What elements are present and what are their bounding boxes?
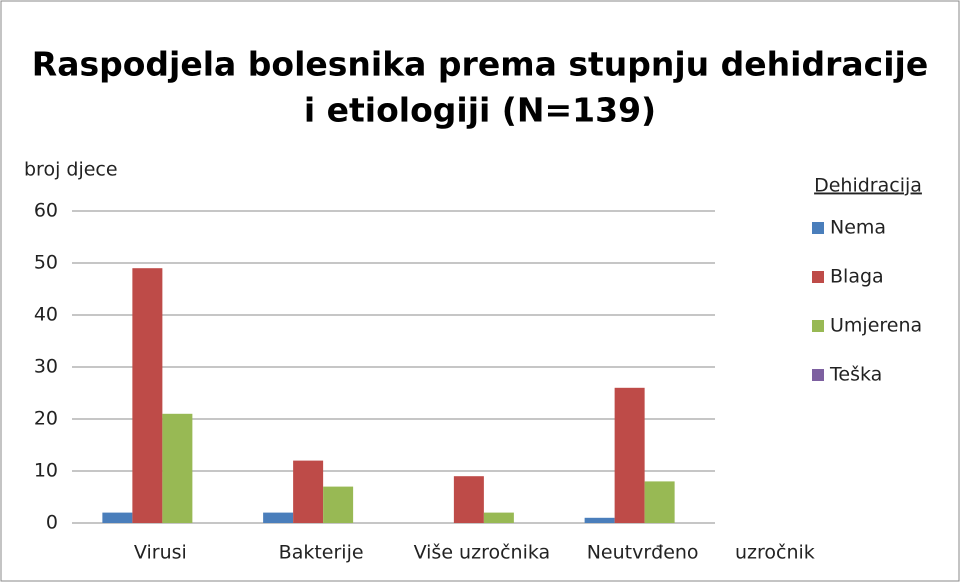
bar (102, 512, 133, 523)
y-tick-label: 10 (34, 460, 58, 482)
y-tick-label: 40 (34, 304, 58, 326)
x-tick-label: Bakterije (279, 542, 364, 564)
bar (132, 268, 163, 523)
legend-swatch (812, 369, 824, 381)
bar (323, 486, 354, 523)
y-tick-label: 30 (34, 356, 58, 378)
legend-title: Dehidracija (814, 175, 922, 197)
legend-label: Blaga (830, 266, 884, 288)
y-tick-label: 60 (34, 200, 58, 222)
legend-label: Teška (829, 364, 882, 386)
y-tick-label: 50 (34, 252, 58, 274)
bar (644, 481, 675, 523)
y-tick-label: 20 (34, 408, 58, 430)
legend-swatch (812, 320, 824, 332)
legend-swatch (812, 222, 824, 234)
chart-title: Raspodjela bolesnika prema stupnju dehid… (32, 45, 928, 84)
x-tick-label: Više uzročnika (414, 542, 551, 564)
x-tick-label: Virusi (134, 542, 187, 564)
bar (584, 517, 615, 523)
bar (483, 512, 514, 523)
legend-swatch (812, 271, 824, 283)
chart-title: i etiologiji (N=139) (304, 91, 656, 130)
legend-label: Nema (830, 217, 886, 239)
bar (453, 476, 484, 523)
y-axis-label: broj djece (24, 159, 118, 181)
bar (614, 387, 645, 523)
bar (263, 512, 294, 523)
y-tick-label: 0 (46, 512, 58, 534)
legend-label: Umjerena (830, 315, 922, 337)
bar (293, 460, 324, 523)
bar (162, 413, 193, 523)
x-axis-label: uzročnik (735, 542, 815, 564)
x-tick-label: Neutvrđeno (587, 542, 699, 564)
